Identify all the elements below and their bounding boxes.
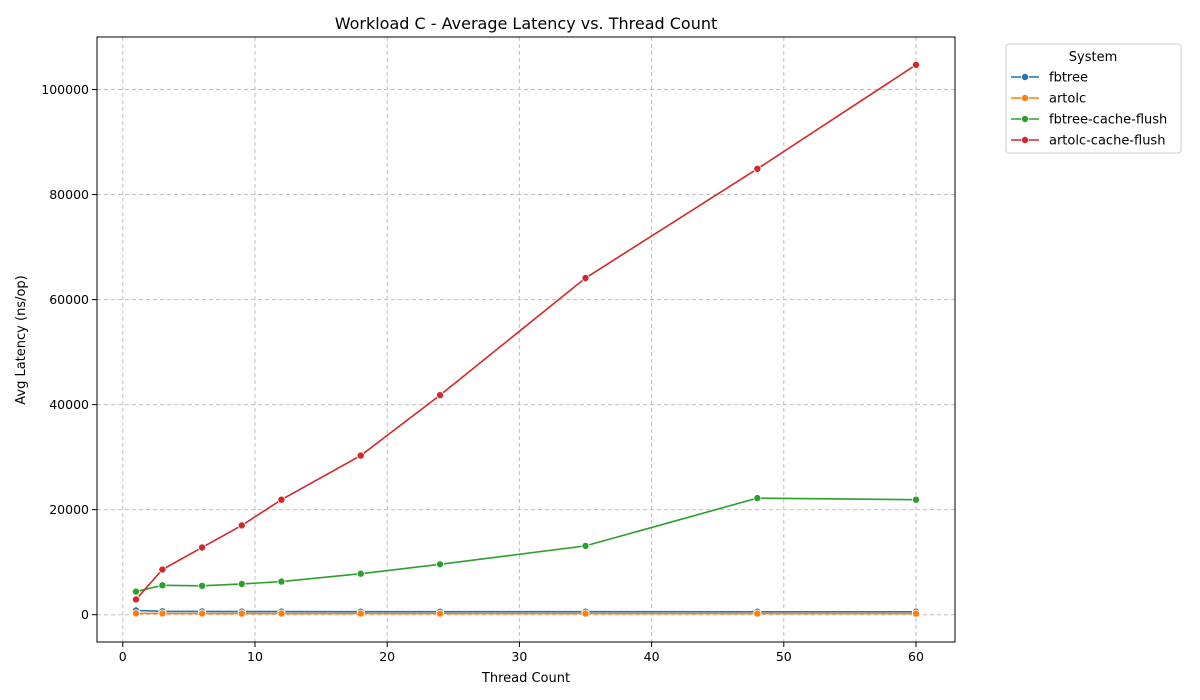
series-line-fbtree-cache-flush [135,497,917,593]
y-tick-label: 20000 [49,502,89,517]
y-tick-label: 0 [81,607,89,622]
legend-label: fbtree [1049,71,1088,86]
data-point-fbtree-cache-flush [436,560,445,569]
series-fbtree-cache-flush [131,494,921,596]
legend-swatch-marker [1021,73,1030,82]
series-layer [131,60,921,618]
data-point-artolc-cache-flush [131,595,140,604]
data-point-artolc [912,609,921,618]
legend-label: fbtree-cache-flush [1049,113,1167,128]
data-point-artolc [237,609,246,618]
y-axis-title: Avg Latency (ns/op) [14,275,29,404]
x-tick-label: 10 [247,649,263,664]
data-point-fbtree-cache-flush [158,581,167,590]
data-point-fbtree-cache-flush [912,495,921,504]
data-point-fbtree-cache-flush [356,569,365,578]
x-tick-label: 60 [908,649,924,664]
y-tick-label: 100000 [41,82,89,97]
data-point-artolc-cache-flush [753,164,762,173]
data-point-artolc-cache-flush [356,451,365,460]
legend-title: System [1069,50,1117,65]
data-point-fbtree-cache-flush [581,541,590,550]
legend-swatch-marker [1021,94,1030,103]
data-point-artolc [158,609,167,618]
data-point-artolc [356,609,365,618]
x-axis-title: Thread Count [481,671,570,686]
legend-item-fbtree: fbtree [1011,71,1088,86]
y-tick-label: 60000 [49,292,89,307]
data-point-artolc-cache-flush [436,391,445,400]
data-point-artolc-cache-flush [198,543,207,552]
series-line-artolc-cache-flush [135,64,917,600]
data-point-fbtree-cache-flush [131,587,140,596]
y-tick-label: 40000 [49,397,89,412]
data-point-artolc-cache-flush [912,60,921,69]
data-point-artolc [131,609,140,618]
series-artolc [131,609,921,618]
legend-label: artolc-cache-flush [1049,134,1165,149]
data-point-fbtree-cache-flush [198,581,207,590]
data-point-artolc-cache-flush [581,274,590,283]
x-tick-label: 50 [776,649,792,664]
data-point-artolc-cache-flush [237,521,246,530]
legend-swatch-marker [1021,115,1030,124]
x-tick-label: 20 [379,649,395,664]
data-point-artolc [753,609,762,618]
legend-label: artolc [1049,92,1086,107]
legend-swatch-marker [1021,135,1030,144]
data-point-fbtree-cache-flush [237,579,246,588]
data-point-fbtree-cache-flush [277,577,286,586]
data-point-artolc-cache-flush [158,565,167,574]
x-tick-label: 40 [644,649,660,664]
data-point-artolc-cache-flush [277,495,286,504]
chart-title: Workload C - Average Latency vs. Thread … [335,14,718,33]
x-tick-label: 30 [511,649,527,664]
legend-item-artolc-cache-flush: artolc-cache-flush [1011,134,1165,149]
legend-item-artolc: artolc [1011,92,1086,107]
data-point-artolc [198,609,207,618]
legend: System fbtree artolc fbtree-cache-flush art… [1005,43,1182,154]
series-line-fbtree [135,609,916,613]
plot-frame [96,36,956,643]
legend-item-fbtree-cache-flush: fbtree-cache-flush [1011,113,1167,128]
y-tick-label: 80000 [49,187,89,202]
x-tick-label: 0 [119,649,127,664]
axis-ticks: 0 10 20 30 40 50 60 0 20000 40000 60000 80000 100000 [41,82,924,664]
series-artolc-cache-flush [131,60,921,604]
legend-items: fbtree artolc fbtree-cache-flush artolc-cac… [1011,71,1167,149]
legend-frame [1005,43,1182,154]
data-point-artolc [581,609,590,618]
data-point-artolc [436,609,445,618]
data-point-fbtree-cache-flush [753,494,762,503]
data-point-artolc [277,609,286,618]
